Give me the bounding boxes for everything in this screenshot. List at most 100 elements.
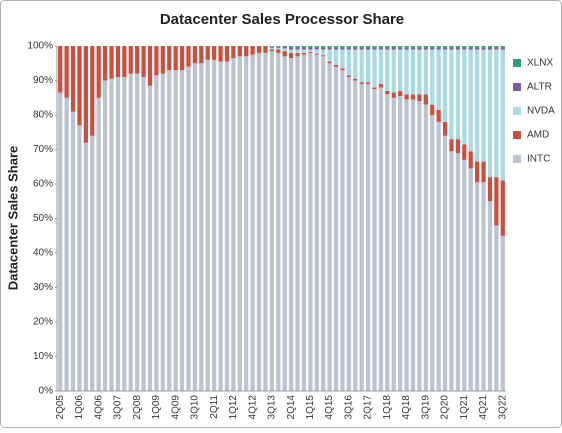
bar-segment — [199, 46, 204, 64]
bar-segment — [173, 46, 178, 71]
bar-segment — [442, 47, 448, 50]
bar-segment — [430, 115, 435, 391]
bar-segment — [494, 47, 499, 50]
bar-segment — [378, 87, 384, 392]
bar-segment — [256, 52, 262, 392]
bar-segment — [442, 49, 448, 122]
x-tick-label: 3Q10 — [190, 395, 201, 420]
legend-swatch — [513, 131, 521, 139]
legend-label: ALTR — [527, 82, 552, 93]
bar-segment — [250, 54, 255, 391]
bar-segment — [462, 46, 467, 48]
bar-segment — [481, 47, 486, 50]
bar-segment — [58, 92, 63, 391]
bar-segment — [231, 58, 236, 391]
bar-segment — [77, 46, 82, 126]
bar-segment — [96, 97, 101, 391]
bar-segment — [372, 89, 377, 391]
bar-segment — [218, 46, 223, 62]
bar-segment — [179, 46, 185, 71]
legend-swatch — [513, 155, 521, 163]
bar-segment — [141, 77, 146, 392]
x-tick-label: 1Q18 — [382, 395, 393, 420]
bar-segment — [276, 49, 281, 53]
bar-segment — [314, 49, 319, 54]
legend-swatch — [513, 59, 521, 67]
bar-segment — [455, 49, 461, 140]
bar-segment — [391, 49, 396, 93]
bar-segment — [186, 46, 191, 67]
bar-segment — [391, 97, 396, 391]
bar-segment — [468, 47, 473, 50]
bar-segment — [192, 46, 198, 64]
bar-segment — [212, 59, 217, 392]
bar-segment — [115, 46, 121, 78]
bar-segment — [391, 92, 396, 98]
bar-segment — [321, 55, 326, 57]
bar-segment — [423, 104, 428, 392]
bar-segment — [372, 49, 377, 88]
bar-segment — [462, 49, 467, 145]
bar-segment — [481, 161, 486, 183]
x-tick-label: 4Q21 — [478, 395, 489, 420]
bar-segment — [269, 47, 274, 50]
y-tick-label: 90% — [33, 75, 53, 86]
x-tick-label: 1Q15 — [305, 395, 316, 420]
x-tick-label: 2Q05 — [55, 395, 66, 420]
bar-segment — [327, 61, 332, 64]
x-tick-label: 3Q22 — [497, 395, 508, 420]
x-tick-label: 4Q09 — [170, 395, 181, 420]
bar-segment — [205, 59, 210, 392]
bar-segment — [314, 47, 319, 50]
y-tick-label: 100% — [27, 41, 53, 52]
bar-segment — [487, 177, 493, 202]
x-tick-label: 3Q13 — [267, 395, 278, 420]
bar-segment — [481, 49, 486, 162]
bar-segment — [308, 49, 313, 52]
x-tick-label: 3Q16 — [343, 395, 354, 420]
bar-segment — [410, 99, 416, 391]
bar-segment — [417, 49, 422, 95]
bar-segment — [64, 97, 69, 391]
bar-segment — [475, 49, 480, 162]
y-axis-label: Datacenter Sales Share — [5, 146, 20, 291]
bar-segment — [289, 52, 294, 59]
bar-segment — [436, 47, 441, 50]
bar-segment — [321, 46, 326, 48]
bar-segment — [449, 139, 454, 152]
legend-label: XLNX — [527, 58, 553, 69]
bar-segment — [455, 152, 461, 391]
legend-label: NVDA — [527, 106, 555, 117]
bar-segment — [430, 46, 435, 48]
x-tick-label: 2Q11 — [209, 395, 220, 419]
bar-segment — [449, 151, 454, 391]
bar-segment — [462, 144, 467, 160]
bar-segment — [160, 73, 165, 391]
bar-segment — [340, 47, 345, 50]
bar-segment — [70, 46, 76, 112]
bar-segment — [276, 46, 281, 47]
bar-segment — [404, 47, 409, 50]
bar-segment — [455, 139, 461, 153]
y-tick-label: 50% — [33, 213, 53, 224]
bar-segment — [276, 47, 281, 50]
bar-segment — [475, 182, 480, 391]
y-tick-label: 0% — [39, 386, 54, 397]
bar-segment — [173, 70, 178, 392]
bar-segment — [269, 46, 274, 47]
bar-segment — [333, 47, 339, 50]
bar-segment — [327, 63, 332, 391]
bar-segment — [250, 46, 255, 55]
x-tick-label: 3Q19 — [420, 395, 431, 420]
bar-segment — [301, 46, 307, 48]
bar-segment — [301, 54, 307, 391]
bar-segment — [186, 66, 191, 391]
bar-segment — [481, 46, 486, 48]
bar-segment — [468, 46, 473, 48]
x-tick-label: 4Q18 — [401, 395, 412, 420]
bar-segment — [487, 47, 493, 50]
bar-segment — [391, 47, 396, 50]
bar-segment — [346, 46, 351, 48]
x-tick-label: 1Q12 — [228, 395, 239, 420]
